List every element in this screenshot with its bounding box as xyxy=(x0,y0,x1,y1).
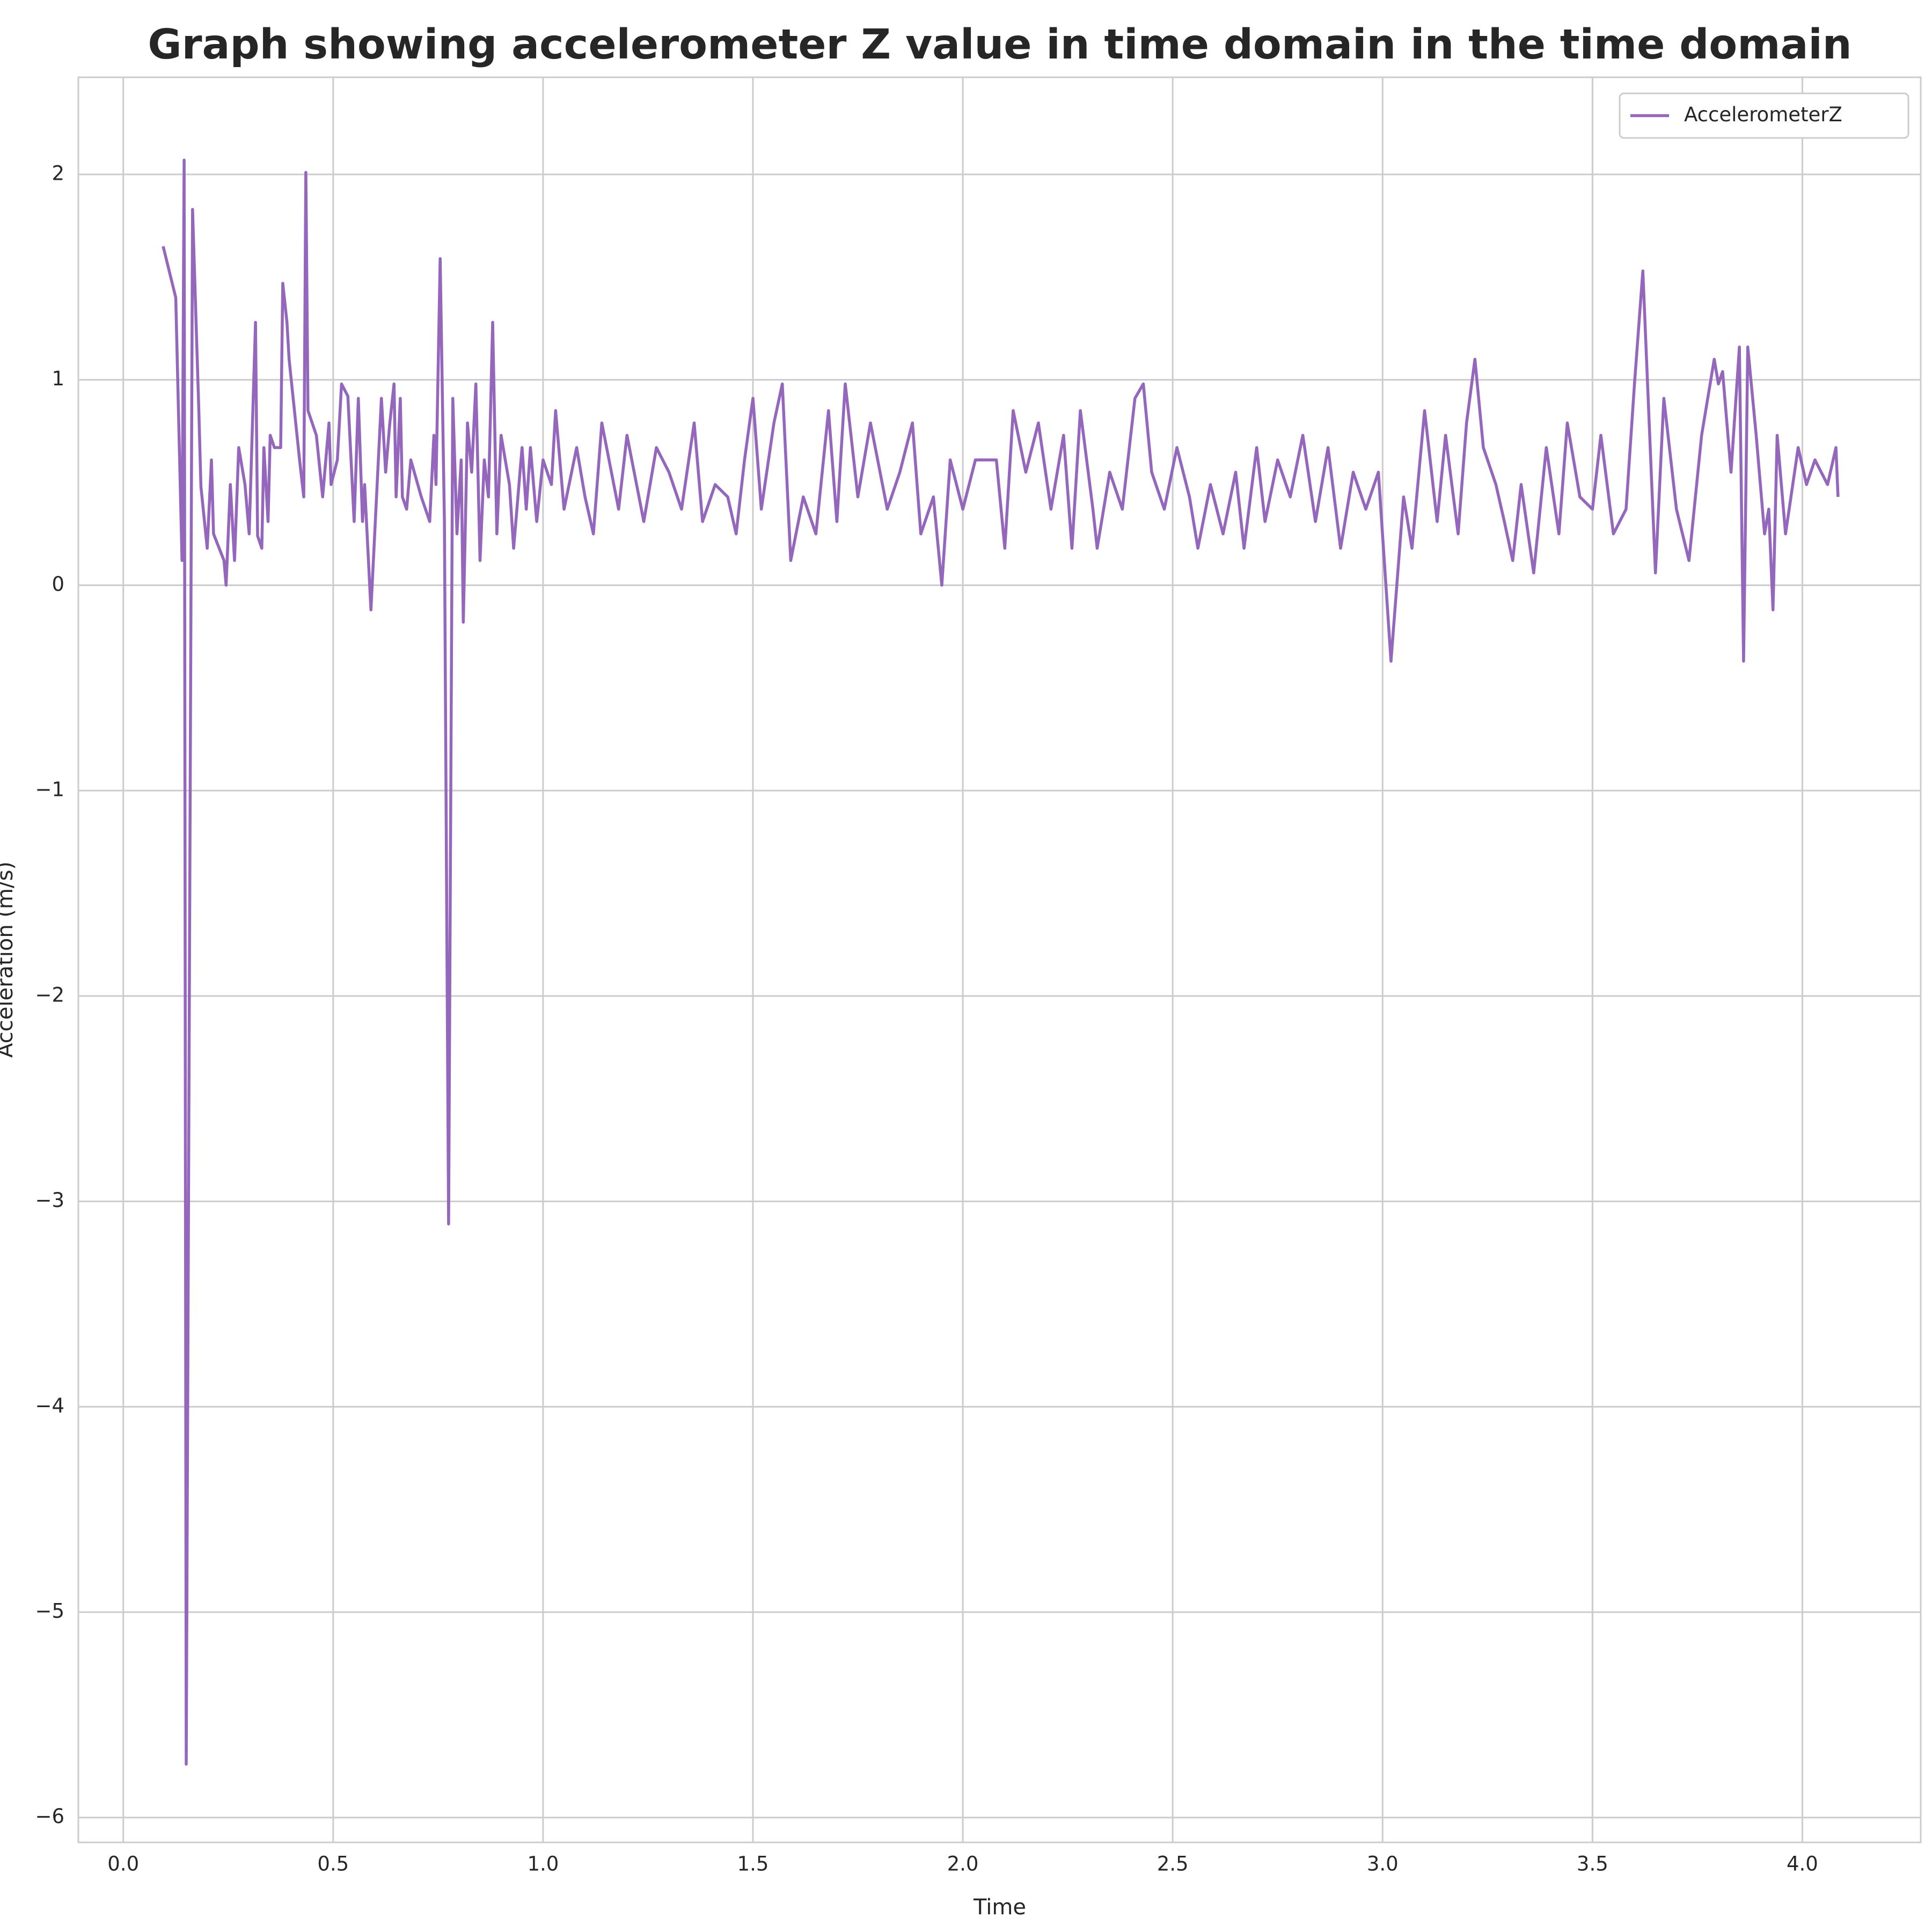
y-axis-label: Acceleration (m/s) xyxy=(0,861,18,1058)
x-tick-label: 0.0 xyxy=(107,1853,139,1876)
x-tick-label: 1.0 xyxy=(527,1853,559,1876)
plot-frame xyxy=(77,76,1922,1843)
x-tick-label: 2.5 xyxy=(1157,1853,1189,1876)
chart-title: Graph showing accelerometer Z value in t… xyxy=(148,21,1851,69)
y-tick-label: −2 xyxy=(35,983,64,1006)
y-tick-label: −5 xyxy=(35,1599,64,1622)
x-axis-label: Time xyxy=(973,1895,1026,1920)
x-tick-label: 3.5 xyxy=(1577,1853,1608,1876)
y-tick-label: −1 xyxy=(35,778,64,801)
y-tick-label: 2 xyxy=(52,162,64,185)
x-tick-label: 3.0 xyxy=(1367,1853,1399,1876)
legend-box xyxy=(1619,92,1909,139)
x-tick-label: 0.5 xyxy=(317,1853,349,1876)
y-tick-label: −3 xyxy=(35,1189,64,1212)
y-tick-label: −4 xyxy=(35,1394,64,1417)
x-tick-label: 2.0 xyxy=(947,1853,979,1876)
y-tick-label: 0 xyxy=(52,573,64,596)
x-tick-label: 4.0 xyxy=(1787,1853,1818,1876)
legend-label: AccelerometerZ xyxy=(1684,103,1842,126)
x-tick-label: 1.5 xyxy=(737,1853,769,1876)
y-tick-label: −6 xyxy=(35,1805,64,1828)
y-tick-label: 1 xyxy=(52,367,64,390)
data-line xyxy=(162,158,1840,1766)
